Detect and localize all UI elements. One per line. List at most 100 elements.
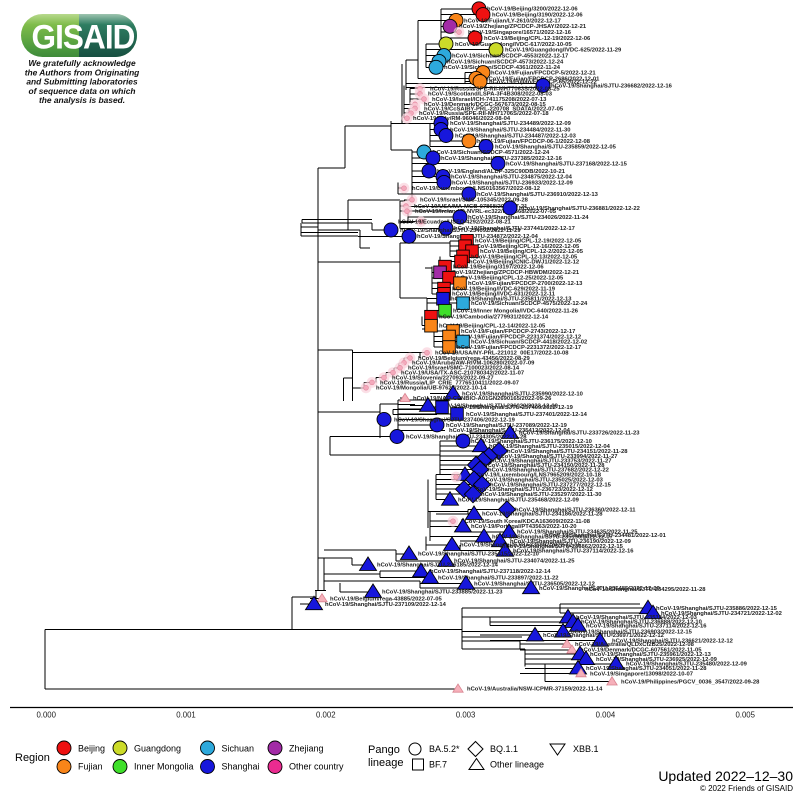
svg-text:hCoV-19/Fujian/FPCDCP-2231372/: hCoV-19/Fujian/FPCDCP-2231372/2022-12-17 <box>457 345 581 351</box>
svg-text:0.001: 0.001 <box>176 711 196 720</box>
svg-text:hCoV-19/Slovenia/227093/2022-0: hCoV-19/Slovenia/227093/2022-09-27 <box>392 376 494 382</box>
svg-text:hCoV-19/Shanghai/SJTU-236360/2: hCoV-19/Shanghai/SJTU-236360/2022-12-11 <box>515 507 636 513</box>
svg-text:hCoV-19/Fujian/FPCDCP-2231374/: hCoV-19/Fujian/FPCDCP-2231374/2022-12-12 <box>457 334 582 340</box>
svg-text:hCoV-19/Shanghai/SJTU-234026/2: hCoV-19/Shanghai/SJTU-234026/2022-11-24 <box>468 215 589 221</box>
svg-text:hCoV-19/Shanghai/SJTU-234721/2: hCoV-19/Shanghai/SJTU-234721/2022-12-02 <box>661 611 783 617</box>
svg-text:hCoV-19/USA/MA-MGB-07868/2022-: hCoV-19/USA/MA-MGB-07868/2022-07-21 <box>414 204 528 210</box>
svg-text:hCoV-19/Beijing/CNIC-DWJ1/2022: hCoV-19/Beijing/CNIC-DWJ1/2022-12-12 <box>469 259 580 265</box>
svg-text:hCoV-19/Beijing/IVDC-631/2022-: hCoV-19/Beijing/IVDC-631/2022-12-11 <box>452 292 556 298</box>
svg-text:hCoV-19/Guangdong/IVDC-625/202: hCoV-19/Guangdong/IVDC-625/2022-11-29 <box>505 48 622 54</box>
svg-text:of sequence data on which: of sequence data on which <box>28 86 135 96</box>
svg-text:hCoV-19/Shanghai/SJTU-234051/2: hCoV-19/Shanghai/SJTU-234051/2022-11-28 <box>586 666 707 672</box>
svg-text:We gratefully acknowledge: We gratefully acknowledge <box>28 58 136 68</box>
svg-text:hCoV-19/Shanghai/SJTU-237441/2: hCoV-19/Shanghai/SJTU-237441/2022-12-17 <box>454 226 575 232</box>
svg-text:and Submitting laboratories: and Submitting laboratories <box>26 77 138 87</box>
svg-text:Zhejiang: Zhejiang <box>289 744 324 754</box>
svg-text:hCoV-19/Shanghai/SJTU-236925/2: hCoV-19/Shanghai/SJTU-236925/2022-12-09 <box>596 657 718 663</box>
svg-text:hCoV-19/Scotland/LSPA-3F4B308/: hCoV-19/Scotland/LSPA-3F4B308/2022-08-03 <box>428 92 553 98</box>
svg-text:hCoV-19/Fujian/LY-2610/2022-12: hCoV-19/Fujian/LY-2610/2022-12-17 <box>464 18 561 24</box>
svg-text:hCoV-19/Sichuan/SCDCP-4571/202: hCoV-19/Sichuan/SCDCP-4571/2022-12-24 <box>433 150 550 156</box>
svg-text:hCoV-19/Shanghai/SJTU-237406/2: hCoV-19/Shanghai/SJTU-237406/2022-12-19 <box>394 417 516 423</box>
svg-text:hCoV-19/Shanghai/SJTU-236185/2: hCoV-19/Shanghai/SJTU-236185/2022-12-14 <box>377 563 499 569</box>
svg-text:Region: Region <box>15 752 50 764</box>
svg-text:hCoV-19/Zhejiang/ZPCDCP-HBWDM/: hCoV-19/Zhejiang/ZPCDCP-HBWDM/2022-12-21 <box>448 270 580 276</box>
svg-text:hCoV-19/Shanghai/SJTU-236971/2: hCoV-19/Shanghai/SJTU-236971/2022-12-12 <box>543 633 665 639</box>
svg-text:the Authors from Originating: the Authors from Originating <box>25 67 140 77</box>
svg-text:hCoV-19/Shanghai/SJTU-234150/2: hCoV-19/Shanghai/SJTU-234150/2022-11-28 <box>484 463 605 469</box>
svg-text:hCoV-19/Russia/SPE-RII-MH71706: hCoV-19/Russia/SPE-RII-MH71706S/2022-07-… <box>419 111 549 117</box>
svg-text:hCoV-19/Shanghai/SJTU-234186/2: hCoV-19/Shanghai/SJTU-234186/2022-11-28 <box>482 512 603 518</box>
svg-text:0.005: 0.005 <box>735 711 755 720</box>
svg-text:hCoV-19/Shanghai/SJTU-236020/2: hCoV-19/Shanghai/SJTU-236020/2022-12-09 <box>437 404 559 410</box>
svg-text:hCoV-19/Beijing/CPL-12-25/2022: hCoV-19/Beijing/CPL-12-25/2022-12-05 <box>457 276 564 282</box>
svg-text:hCoV-19/Aruba/AW-RIVM-106280/2: hCoV-19/Aruba/AW-RIVM-106280/2022-07-09 <box>412 361 535 367</box>
svg-text:hCoV-19/Australia/QLDxCf2B25/2: hCoV-19/Australia/QLDxCf2B25/2022-12-08 <box>575 642 695 648</box>
svg-text:Other country: Other country <box>289 762 344 772</box>
svg-text:lineage: lineage <box>368 757 403 769</box>
svg-text:hCoV-19/Singapore/13098/2022-1: hCoV-19/Singapore/13098/2022-10-07 <box>590 671 693 677</box>
svg-text:hCoV-19/Shanghai/SJTU-237109/2: hCoV-19/Shanghai/SJTU-237109/2022-12-14 <box>325 602 447 608</box>
svg-text:hCoV-19/Fujian/FPCDCP-06-1/202: hCoV-19/Fujian/FPCDCP-06-1/2022-12-08 <box>477 139 591 145</box>
svg-text:hCoV-19/Israel/SMC-7100023/202: hCoV-19/Israel/SMC-7100023/2022-08-14 <box>408 366 520 372</box>
svg-text:hCoV-19/Shanghai/SJTU-233885/2: hCoV-19/Shanghai/SJTU-233885/2022-11-23 <box>382 590 503 596</box>
svg-text:hCoV-19/Shanghai/SJTU-235886/2: hCoV-19/Shanghai/SJTU-235886/2022-12-15 <box>656 606 778 612</box>
svg-text:hCoV-19/CcSAIBY-PRL-220708_SDA: hCoV-19/CcSAIBY-PRL-220708_SDATA/2022-07… <box>424 106 564 112</box>
svg-text:Beijing: Beijing <box>78 744 105 754</box>
svg-text:hCoV-19/Denmark/DCGC-567673/20: hCoV-19/Denmark/DCGC-567673/2022-08-15 <box>424 102 547 108</box>
svg-text:hCoV-19/Shanghai/SJTU-235811/2: hCoV-19/Shanghai/SJTU-235811/2022-12-13 <box>451 297 572 303</box>
svg-text:hCoV-19/Israel/ICH-741175208/2: hCoV-19/Israel/ICH-741175208/2022-07-13 <box>432 97 547 103</box>
svg-text:0.002: 0.002 <box>316 711 336 720</box>
svg-text:hCoV-19/South Korea/KDCA163609: hCoV-19/South Korea/KDCA163609/2022-11-0… <box>461 519 591 525</box>
svg-text:hCoV-19/Shanghai/SJTU-234872/2: hCoV-19/Shanghai/SJTU-234872/2022-12-04 <box>417 234 539 240</box>
svg-text:hCoV-19/Shanghai/SJTU-235415/2: hCoV-19/Shanghai/SJTU-235415/2022-12-10 <box>418 552 540 558</box>
svg-text:hCoV-19/Shanghai/SJTU-236881/2: hCoV-19/Shanghai/SJTU-236881/2022-12-22 <box>519 206 641 212</box>
svg-text:hCoV-19/Philippines/PGCV_0036_: hCoV-19/Philippines/PGCV_0036_3547/2022-… <box>621 680 760 686</box>
svg-text:hCoV-19/Shanghai/SJTU-236992/2: hCoV-19/Shanghai/SJTU-236992/2022-12-15 <box>460 543 582 549</box>
svg-text:hCoV-19/Shanghai/SJTU-237114/2: hCoV-19/Shanghai/SJTU-237114/2022-12-16 <box>513 548 634 554</box>
svg-text:hCoV-19/Shanghai/SJTU-237118/2: hCoV-19/Shanghai/SJTU-237118/2022-12-14 <box>430 569 551 575</box>
svg-text:hCoV-19/Shanghai/SJTU-234074/2: hCoV-19/Shanghai/SJTU-234074/2022-11-25 <box>454 559 575 565</box>
svg-text:hCoV-19/Shanghai/SJTU-233726/2: hCoV-19/Shanghai/SJTU-233726/2022-11-23 <box>519 431 640 437</box>
svg-text:GISAID: GISAID <box>32 19 135 57</box>
svg-text:hCoV-19/Guangdong/IVDC-617/202: hCoV-19/Guangdong/IVDC-617/2022-10-05 <box>455 42 572 48</box>
svg-text:hCoV-19/Shanghai/SJTU-236862/2: hCoV-19/Shanghai/SJTU-236862/2022-12-15 <box>502 544 624 550</box>
svg-text:Fujian: Fujian <box>78 762 103 772</box>
svg-text:hCoV-19/Zhejiang/ZPCDCP-JHSAY/: hCoV-19/Zhejiang/ZPCDCP-JHSAY/2022-12-21 <box>459 24 587 30</box>
svg-text:hCoV-19/Shanghai/SJTU-236190/2: hCoV-19/Shanghai/SJTU-236190/2022-12-09 <box>510 539 632 545</box>
svg-text:hCoV-19/Fujian/FPCDCP-2700/202: hCoV-19/Fujian/FPCDCP-2700/2022-12-13 <box>468 281 583 287</box>
svg-text:hCoV-19/Cambodia/2779931/2022-: hCoV-19/Cambodia/2779931/2022-12-14 <box>439 315 549 321</box>
svg-text:hCoV-19/Beijing/IVDC-629/2022-: hCoV-19/Beijing/IVDC-629/2022-11-19 <box>452 287 556 293</box>
svg-text:hCoV-19/Shanghai/SJTU-235190/2: hCoV-19/Shanghai/SJTU-235190/2022-12-07 <box>492 534 613 540</box>
svg-text:hCoV-19/Shanghai/SJTU-235184/2: hCoV-19/Shanghai/SJTU-235184/2022-12-03 <box>576 615 698 621</box>
svg-text:hCoV-19/Shanghai/SJTU-234151/2: hCoV-19/Shanghai/SJTU-234151/2022-11-28 <box>507 449 628 455</box>
svg-text:hCoV-19/Singapore/16571/2022-1: hCoV-19/Singapore/16571/2022-12-16 <box>468 30 572 36</box>
svg-text:hCoV-19/Shanghai/SJTU-235025/2: hCoV-19/Shanghai/SJTU-235025/2022-12-03 <box>482 477 604 483</box>
svg-text:hCoV-19/Shanghai/SJTU-234295/2: hCoV-19/Shanghai/SJTU-234295/2022-11-28 <box>585 587 706 593</box>
svg-text:0.004: 0.004 <box>596 711 616 720</box>
svg-text:hCoV-19/Shanghai/SJTU-237401/2: hCoV-19/Shanghai/SJTU-237401/2022-12-14 <box>466 412 588 418</box>
svg-text:Inner Mongolia: Inner Mongolia <box>134 762 194 772</box>
svg-text:hCoV-19/Denmark/DCGC-607561/20: hCoV-19/Denmark/DCGC-607561/2022-11-05 <box>580 648 702 654</box>
svg-text:hCoV-19/Shanghai/SJTU-234489/2: hCoV-19/Shanghai/SJTU-234489/2022-12-09 <box>450 121 572 127</box>
svg-text:hCoV-19/Belgium/rega-43885/202: hCoV-19/Belgium/rega-43885/2022-07-05 <box>330 596 442 602</box>
svg-text:hCoV-19/Shanghai/SJTU-237089/2: hCoV-19/Shanghai/SJTU-237089/2022-12-19 <box>446 423 568 429</box>
svg-text:hCoV-19/Shanghai/SJTU-236888/2: hCoV-19/Shanghai/SJTU-236888/2022-12-10 <box>581 620 703 626</box>
svg-text:hCoV-19/Mongolia/UB-97623/2022: hCoV-19/Mongolia/UB-97623/2022-10-14 <box>376 386 487 392</box>
svg-text:hCoV-19/Shanghai/SJTU-233753/2: hCoV-19/Shanghai/SJTU-233753/2022-11-27 <box>491 458 612 464</box>
svg-text:hCoV-19/Beijing/3200/2022-12-0: hCoV-19/Beijing/3200/2022-12-06 <box>487 7 578 13</box>
svg-text:hCoV-19/Shanghai/SJTU-234635/2: hCoV-19/Shanghai/SJTU-234635/2022-11-25 <box>517 530 638 536</box>
svg-text:hCoV-19/Beijing/CPL-12-19/2022: hCoV-19/Beijing/CPL-12-19/2022-12-05 <box>475 239 582 245</box>
svg-text:hCoV-19/Ireland/D-NVRL-ec322/R: hCoV-19/Ireland/D-NVRL-ec322/R9G368/2022… <box>415 209 557 215</box>
svg-text:hCoV-19/Shanghai/SJTU-235297/2: hCoV-19/Shanghai/SJTU-235297/2022-11-30 <box>481 492 602 498</box>
svg-text:hCoV-19/Ecuador/USFQ-4292/2022: hCoV-19/Ecuador/USFQ-4292/2022-08-21 <box>398 220 511 226</box>
svg-text:hCoV-19/Shanghai/SJTU-235015/2: hCoV-19/Shanghai/SJTU-235015/2022-12-04 <box>489 444 611 450</box>
svg-text:hCoV-19/Shanghai/SJTU-237168/2: hCoV-19/Shanghai/SJTU-237168/2022-12-15 <box>506 161 628 167</box>
svg-text:Updated 2022–12–30: Updated 2022–12–30 <box>658 768 793 784</box>
svg-text:hCoV-19/Shanghai/SJTU-235990/2: hCoV-19/Shanghai/SJTU-235990/2022-12-10 <box>462 391 584 397</box>
svg-text:hCoV-19/Shanghai/SJTU-236933/2: hCoV-19/Shanghai/SJTU-236933/2022-12-09 <box>452 180 574 186</box>
svg-text:hCoV-19/Shanghai/SJTU-236505/2: hCoV-19/Shanghai/SJTU-236505/2022-12-12 <box>474 581 596 587</box>
svg-text:hCoV-19/Fujian/FPCDCP-2743/202: hCoV-19/Fujian/FPCDCP-2743/2022-12-17 <box>461 329 575 335</box>
svg-text:© 2022 Friends of GISAID: © 2022 Friends of GISAID <box>700 784 793 793</box>
svg-text:hCoV-19/England/ALDP-325C90DB/: hCoV-19/England/ALDP-325C90DB/2022-10-21 <box>437 169 566 175</box>
svg-text:hCoV-19/Sichuan/SCDCP-4361/202: hCoV-19/Sichuan/SCDCP-4361/2022-11-24 <box>444 65 561 71</box>
